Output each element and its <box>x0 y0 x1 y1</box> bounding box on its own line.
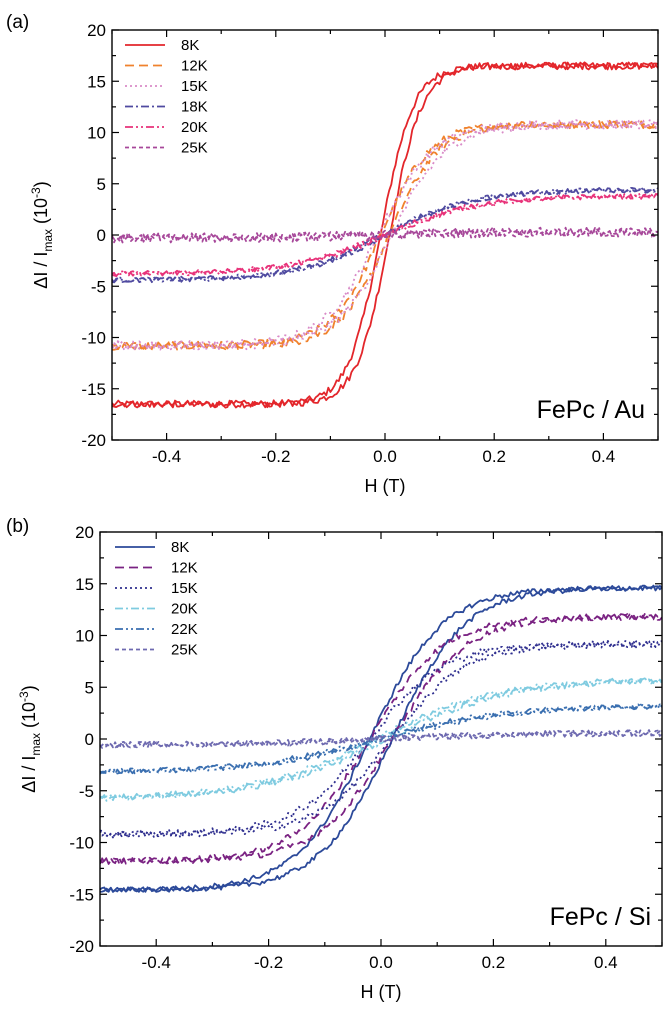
y-tick-label: 0 <box>97 226 106 245</box>
x-tick-label: 0.0 <box>369 953 393 972</box>
legend-label-8K: 8K <box>171 539 189 556</box>
plot-area <box>100 584 662 893</box>
legend-label-25K: 25K <box>181 140 208 157</box>
series-8K-branch-down <box>112 61 658 409</box>
x-tick-label: 0.2 <box>482 953 506 972</box>
y-tick-label: -15 <box>81 380 106 399</box>
legend-label-15K: 15K <box>171 580 198 597</box>
y-axis-title: ΔI / Imax (10-3) <box>17 685 43 792</box>
series-15K-branch-down <box>112 119 658 351</box>
series-15K-branch-up <box>100 639 662 839</box>
y-tick-label: -15 <box>69 885 94 904</box>
y-tick-label: 10 <box>75 627 94 646</box>
y-tick-label: 10 <box>87 124 106 143</box>
y-tick-label: -20 <box>81 431 106 450</box>
x-tick-label: -0.2 <box>261 447 290 466</box>
panel-label: (a) <box>6 12 29 33</box>
legend-label-12K: 12K <box>171 560 198 577</box>
series-25K-branch-up <box>112 226 658 244</box>
y-tick-label: -5 <box>79 782 94 801</box>
panel-a: -0.4 -0.2 0.0 0.2 0.4 -20 -15 -10 -5 0 5 10 15 20 H (T… <box>6 12 659 496</box>
sample-annotation: FePc / Si <box>550 903 651 931</box>
series-20K-branch-down <box>100 677 662 802</box>
x-tick-label: 0.4 <box>592 447 616 466</box>
series-12K-branch-down <box>100 613 662 865</box>
series-12K-branch-up <box>112 119 658 351</box>
x-axis-title: H (T) <box>365 476 406 496</box>
series-20K-branch-down <box>112 193 658 277</box>
y-tick-label: 5 <box>97 175 106 194</box>
y-axis-title: ΔI / Imax (10-3) <box>29 181 55 288</box>
y-tick-label: 0 <box>85 730 94 749</box>
panel-label: (b) <box>6 516 29 537</box>
x-tick-label: 0.2 <box>482 447 506 466</box>
y-tick-label: 20 <box>75 523 94 542</box>
legend-label-8K: 8K <box>181 37 199 54</box>
legend-label-18K: 18K <box>181 99 208 116</box>
legend-label-25K: 25K <box>171 642 198 659</box>
y-tick-label: -5 <box>91 277 106 296</box>
series-12K-branch-down <box>112 119 658 351</box>
plot-area <box>112 61 658 409</box>
y-tick-label: -10 <box>81 329 106 348</box>
sample-annotation: FePc / Au <box>537 396 645 424</box>
legend: 8K 12K 15K 18K 20K 25K <box>125 37 208 157</box>
y-tick-label: -20 <box>69 937 94 956</box>
series-8K-branch-down <box>100 584 662 893</box>
y-tick-label: 20 <box>87 21 106 40</box>
series-20K-branch-up <box>112 192 658 278</box>
legend-label-12K: 12K <box>181 58 208 75</box>
series-25K-branch-down <box>100 729 662 749</box>
legend: 8K 12K 15K 20K 22K 25K <box>115 539 198 659</box>
y-tick-label: 15 <box>87 72 106 91</box>
series-25K-branch-down <box>112 226 658 244</box>
legend-label-22K: 22K <box>171 621 198 638</box>
legend-label-15K: 15K <box>181 78 208 95</box>
panel-b: -0.4 -0.2 0.0 0.2 0.4 -20 -15 -10 -5 0 5 10 15 20 H (T… <box>6 516 663 1002</box>
series-25K-branch-up <box>100 729 662 749</box>
legend-label-20K: 20K <box>171 601 198 618</box>
x-tick-label: -0.2 <box>254 953 283 972</box>
x-tick-label: -0.4 <box>152 447 181 466</box>
x-tick-label: 0.0 <box>373 447 397 466</box>
x-tick-label: 0.4 <box>594 953 618 972</box>
series-15K-branch-up <box>112 118 658 352</box>
y-tick-label: 5 <box>85 678 94 697</box>
x-tick-label: -0.4 <box>142 953 171 972</box>
x-axis-title: H (T) <box>361 982 402 1002</box>
y-tick-label: -10 <box>69 834 94 853</box>
y-tick-label: 15 <box>75 575 94 594</box>
series-15K-branch-down <box>100 639 662 839</box>
legend-label-20K: 20K <box>181 119 208 136</box>
